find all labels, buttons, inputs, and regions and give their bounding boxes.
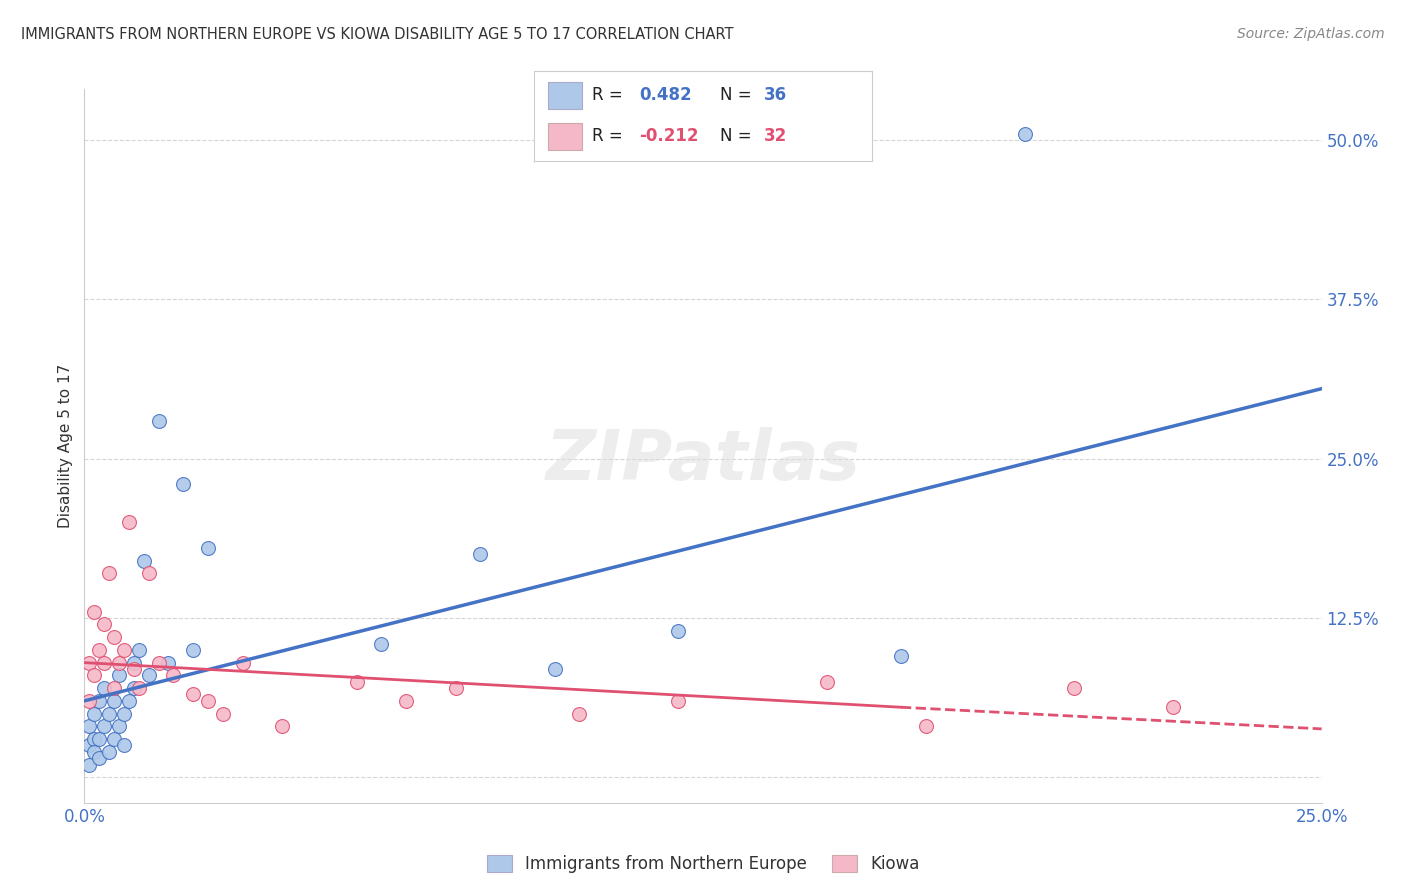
Point bbox=[103, 681, 125, 695]
Point bbox=[128, 643, 150, 657]
Point bbox=[93, 617, 115, 632]
Point bbox=[346, 674, 368, 689]
Point bbox=[93, 656, 115, 670]
Point bbox=[197, 541, 219, 555]
Point bbox=[370, 636, 392, 650]
Point bbox=[1014, 127, 1036, 141]
Point bbox=[138, 566, 160, 581]
Text: 36: 36 bbox=[763, 87, 787, 104]
Point bbox=[914, 719, 936, 733]
FancyBboxPatch shape bbox=[548, 82, 582, 109]
Point bbox=[118, 516, 141, 530]
Point bbox=[148, 656, 170, 670]
Point bbox=[112, 643, 135, 657]
Point bbox=[79, 757, 101, 772]
Point bbox=[181, 643, 204, 657]
Point bbox=[108, 656, 131, 670]
Point bbox=[157, 656, 180, 670]
Point bbox=[1161, 700, 1184, 714]
Text: -0.212: -0.212 bbox=[638, 128, 699, 145]
Point bbox=[103, 630, 125, 644]
Text: Source: ZipAtlas.com: Source: ZipAtlas.com bbox=[1237, 27, 1385, 41]
Text: R =: R = bbox=[592, 87, 627, 104]
Point bbox=[89, 751, 111, 765]
Point bbox=[666, 624, 689, 638]
Y-axis label: Disability Age 5 to 17: Disability Age 5 to 17 bbox=[58, 364, 73, 528]
Text: ZIPatlas: ZIPatlas bbox=[546, 426, 860, 494]
Point bbox=[83, 605, 105, 619]
Point bbox=[890, 649, 912, 664]
Text: N =: N = bbox=[720, 128, 756, 145]
Point bbox=[108, 668, 131, 682]
Text: N =: N = bbox=[720, 87, 756, 104]
Point bbox=[172, 477, 194, 491]
Point bbox=[132, 554, 155, 568]
Point bbox=[93, 719, 115, 733]
Legend: Immigrants from Northern Europe, Kiowa: Immigrants from Northern Europe, Kiowa bbox=[479, 848, 927, 880]
Point bbox=[815, 674, 838, 689]
Point bbox=[148, 413, 170, 427]
Point bbox=[128, 681, 150, 695]
Point bbox=[83, 732, 105, 747]
Point bbox=[444, 681, 467, 695]
Point bbox=[666, 694, 689, 708]
Point bbox=[197, 694, 219, 708]
Text: 0.482: 0.482 bbox=[638, 87, 692, 104]
Point bbox=[89, 643, 111, 657]
Text: 32: 32 bbox=[763, 128, 787, 145]
Point bbox=[79, 694, 101, 708]
Point bbox=[543, 662, 565, 676]
Text: R =: R = bbox=[592, 128, 627, 145]
Point bbox=[93, 681, 115, 695]
Point bbox=[568, 706, 591, 721]
Point bbox=[83, 745, 105, 759]
Point bbox=[181, 688, 204, 702]
Point bbox=[108, 719, 131, 733]
Point bbox=[122, 662, 145, 676]
Point bbox=[98, 745, 121, 759]
Point bbox=[212, 706, 235, 721]
Point bbox=[162, 668, 184, 682]
FancyBboxPatch shape bbox=[548, 123, 582, 150]
Point bbox=[395, 694, 418, 708]
Point bbox=[1063, 681, 1085, 695]
Point bbox=[79, 719, 101, 733]
Point bbox=[271, 719, 294, 733]
Point bbox=[79, 656, 101, 670]
Point bbox=[89, 732, 111, 747]
Point bbox=[103, 732, 125, 747]
Point bbox=[89, 694, 111, 708]
Point bbox=[98, 706, 121, 721]
Point bbox=[138, 668, 160, 682]
Point bbox=[232, 656, 254, 670]
Point bbox=[79, 739, 101, 753]
Point bbox=[103, 694, 125, 708]
Point bbox=[112, 706, 135, 721]
Point bbox=[112, 739, 135, 753]
Point bbox=[98, 566, 121, 581]
Point bbox=[83, 668, 105, 682]
Point bbox=[470, 547, 492, 561]
Point bbox=[122, 681, 145, 695]
Point bbox=[83, 706, 105, 721]
Point bbox=[118, 694, 141, 708]
Text: IMMIGRANTS FROM NORTHERN EUROPE VS KIOWA DISABILITY AGE 5 TO 17 CORRELATION CHAR: IMMIGRANTS FROM NORTHERN EUROPE VS KIOWA… bbox=[21, 27, 734, 42]
Point bbox=[122, 656, 145, 670]
